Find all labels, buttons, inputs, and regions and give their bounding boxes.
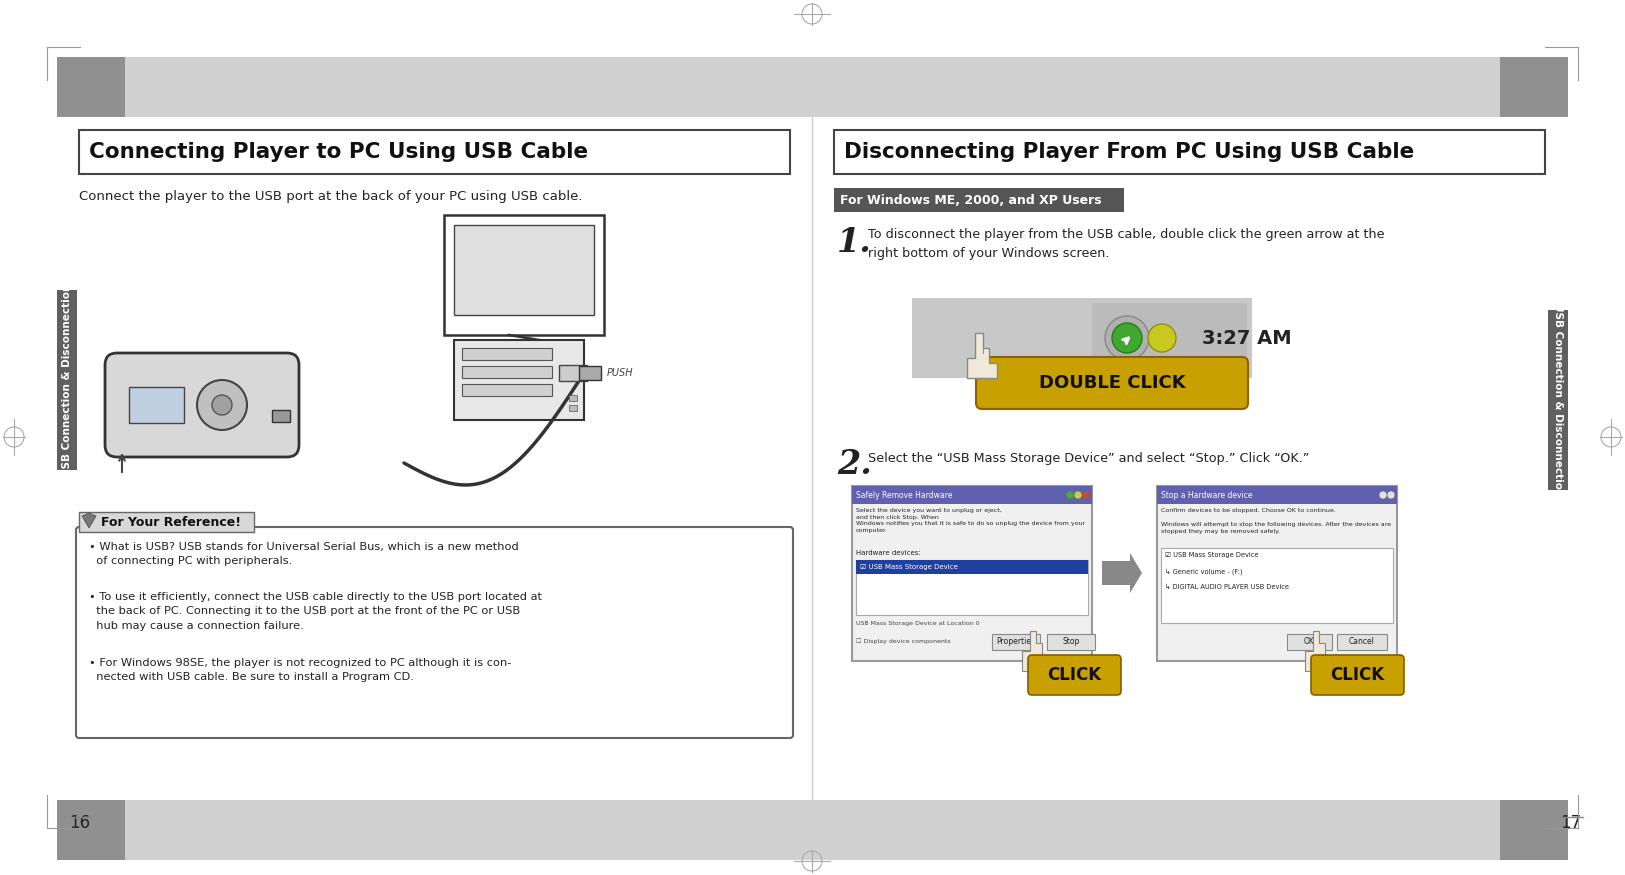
Text: Windows will attempt to stop the following devices. After the devices are
stoppe: Windows will attempt to stop the followi… <box>1160 522 1391 534</box>
Circle shape <box>211 395 232 415</box>
Text: Cancel: Cancel <box>1349 638 1375 647</box>
Text: Stop: Stop <box>1063 638 1079 647</box>
FancyBboxPatch shape <box>57 800 1568 860</box>
Text: Hardware devices:: Hardware devices: <box>856 550 921 556</box>
FancyBboxPatch shape <box>1337 634 1388 650</box>
Text: • For Windows 98SE, the player is not recognized to PC although it is con-
  nec: • For Windows 98SE, the player is not re… <box>89 658 512 682</box>
Text: 17: 17 <box>1560 814 1581 832</box>
FancyBboxPatch shape <box>453 225 595 315</box>
FancyBboxPatch shape <box>1029 655 1121 695</box>
Text: For Windows ME, 2000, and XP Users: For Windows ME, 2000, and XP Users <box>840 193 1102 206</box>
FancyBboxPatch shape <box>461 366 552 378</box>
FancyBboxPatch shape <box>569 395 577 401</box>
FancyBboxPatch shape <box>57 57 1568 117</box>
Text: 3:27 AM: 3:27 AM <box>1202 328 1292 347</box>
Circle shape <box>1388 491 1394 499</box>
Text: • What is USB? USB stands for Universal Serial Bus, which is a new method
  of c: • What is USB? USB stands for Universal … <box>89 542 518 566</box>
Circle shape <box>1112 323 1142 353</box>
FancyBboxPatch shape <box>991 634 1040 650</box>
Text: Select the device you want to unplug or eject,
and then click Stop. When
Windows: Select the device you want to unplug or … <box>856 508 1086 533</box>
FancyBboxPatch shape <box>80 130 790 174</box>
FancyBboxPatch shape <box>1157 486 1398 661</box>
Text: Confirm devices to be stopped. Choose OK to continue.: Confirm devices to be stopped. Choose OK… <box>1160 508 1336 513</box>
Text: USB Mass Storage Device at Location 0: USB Mass Storage Device at Location 0 <box>856 621 980 626</box>
Text: OK: OK <box>1303 638 1315 647</box>
Circle shape <box>1380 491 1388 499</box>
FancyBboxPatch shape <box>271 410 289 422</box>
Text: DOUBLE CLICK: DOUBLE CLICK <box>1038 374 1185 392</box>
Text: Disconnecting Player From PC Using USB Cable: Disconnecting Player From PC Using USB C… <box>843 142 1414 162</box>
Polygon shape <box>81 513 96 528</box>
FancyBboxPatch shape <box>57 290 76 470</box>
Circle shape <box>1105 316 1149 360</box>
Text: ☑ USB Mass Storage Device: ☑ USB Mass Storage Device <box>1165 552 1258 558</box>
FancyBboxPatch shape <box>57 800 125 860</box>
FancyBboxPatch shape <box>80 512 254 532</box>
FancyBboxPatch shape <box>76 527 793 738</box>
Text: ↳ DIGITAL AUDIO PLAYER USB Device: ↳ DIGITAL AUDIO PLAYER USB Device <box>1165 584 1289 590</box>
Text: USB Connection & Disconnection: USB Connection & Disconnection <box>1554 304 1563 497</box>
FancyBboxPatch shape <box>852 486 1092 661</box>
FancyBboxPatch shape <box>852 486 1092 504</box>
FancyBboxPatch shape <box>578 366 601 380</box>
FancyBboxPatch shape <box>1092 303 1246 373</box>
FancyBboxPatch shape <box>461 384 552 396</box>
Text: Stop a Hardware device: Stop a Hardware device <box>1160 491 1253 500</box>
Text: 16: 16 <box>68 814 89 832</box>
Polygon shape <box>1022 631 1048 671</box>
Circle shape <box>197 380 247 430</box>
Circle shape <box>1074 491 1082 499</box>
FancyBboxPatch shape <box>1046 634 1095 650</box>
FancyBboxPatch shape <box>1287 634 1332 650</box>
FancyBboxPatch shape <box>569 405 577 411</box>
FancyBboxPatch shape <box>106 353 299 457</box>
Text: 2.: 2. <box>837 448 873 481</box>
FancyBboxPatch shape <box>444 215 604 335</box>
FancyBboxPatch shape <box>977 357 1248 409</box>
FancyBboxPatch shape <box>57 117 1568 800</box>
Text: Connecting Player to PC Using USB Cable: Connecting Player to PC Using USB Cable <box>89 142 588 162</box>
Text: ☑ USB Mass Storage Device: ☑ USB Mass Storage Device <box>860 564 957 570</box>
FancyBboxPatch shape <box>1157 486 1398 504</box>
Circle shape <box>1082 491 1090 499</box>
FancyBboxPatch shape <box>856 560 1089 615</box>
Polygon shape <box>967 333 998 378</box>
FancyBboxPatch shape <box>1311 655 1404 695</box>
FancyBboxPatch shape <box>834 130 1545 174</box>
Circle shape <box>1147 324 1176 352</box>
FancyBboxPatch shape <box>453 340 583 420</box>
Text: Select the “USB Mass Storage Device” and select “Stop.” Click “OK.”: Select the “USB Mass Storage Device” and… <box>868 452 1310 465</box>
Text: Properties: Properties <box>996 638 1035 647</box>
FancyBboxPatch shape <box>1500 57 1568 117</box>
FancyBboxPatch shape <box>1500 800 1568 860</box>
FancyBboxPatch shape <box>856 560 1089 574</box>
Text: USB Connection & Disconnection: USB Connection & Disconnection <box>62 284 72 477</box>
FancyBboxPatch shape <box>912 298 1251 378</box>
FancyBboxPatch shape <box>834 188 1124 212</box>
Text: 1.: 1. <box>837 226 873 259</box>
Polygon shape <box>1102 553 1142 593</box>
Circle shape <box>1066 491 1074 499</box>
FancyBboxPatch shape <box>1160 548 1393 623</box>
FancyBboxPatch shape <box>128 387 184 423</box>
Text: Connect the player to the USB port at the back of your PC using USB cable.: Connect the player to the USB port at th… <box>80 190 582 203</box>
Text: CLICK: CLICK <box>1329 666 1384 684</box>
Text: CLICK: CLICK <box>1046 666 1102 684</box>
Text: To disconnect the player from the USB cable, double click the green arrow at the: To disconnect the player from the USB ca… <box>868 228 1384 260</box>
FancyBboxPatch shape <box>559 365 587 381</box>
Text: ↳ Generic volume - (F:): ↳ Generic volume - (F:) <box>1165 568 1243 575</box>
Text: For Your Reference!: For Your Reference! <box>101 515 240 528</box>
Text: • To use it efficiently, connect the USB cable directly to the USB port located : • To use it efficiently, connect the USB… <box>89 592 543 631</box>
FancyBboxPatch shape <box>461 348 552 360</box>
FancyBboxPatch shape <box>1549 310 1568 490</box>
Text: PUSH: PUSH <box>608 368 634 378</box>
Text: ☐ Display device components: ☐ Display device components <box>856 638 951 644</box>
Text: Safely Remove Hardware: Safely Remove Hardware <box>856 491 952 500</box>
Polygon shape <box>1305 631 1331 671</box>
FancyBboxPatch shape <box>57 57 125 117</box>
